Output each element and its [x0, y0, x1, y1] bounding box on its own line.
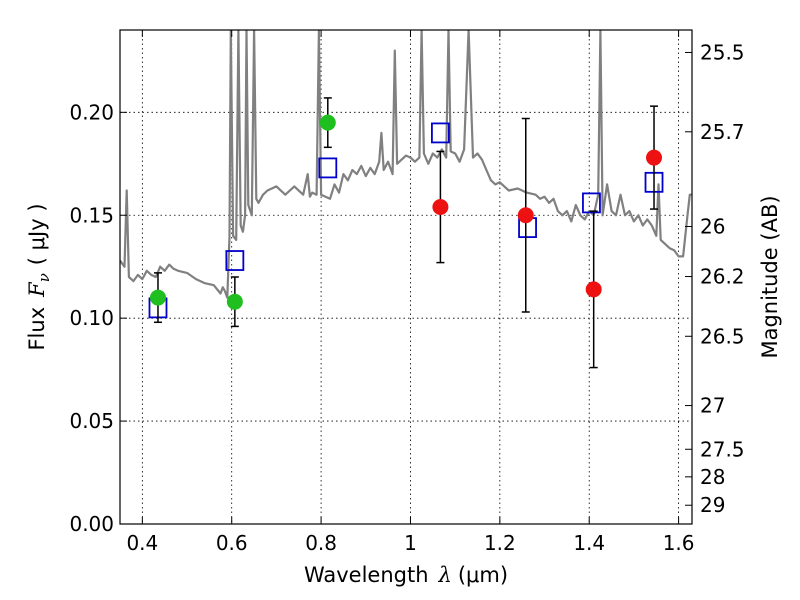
y2-tick-label: 29: [700, 493, 725, 517]
y-tick-label: 0.00: [69, 512, 114, 536]
x-tick-label: 1.6: [663, 531, 695, 555]
plot-area: [120, 30, 692, 299]
y2-axis-label: Magnitude (AB): [758, 195, 782, 358]
red-point-marker: [432, 199, 449, 216]
plot-background: [120, 30, 692, 524]
green-point-marker: [319, 114, 336, 131]
y2-tick-label: 26.2: [700, 265, 745, 289]
data-markers: [148, 97, 664, 369]
y-tick-label: 0.20: [69, 100, 114, 124]
model-square-marker: [582, 192, 601, 214]
y-axis-label: Flux Fν ( μJy ): [25, 203, 53, 350]
y2-tick-label: 25.5: [700, 40, 745, 64]
green-point-marker: [226, 293, 243, 310]
red-point-marker: [646, 149, 663, 166]
x-axis-ticks: 0.4 0.6 0.8 1 1.2 1.4 1.6: [126, 30, 695, 555]
green-point-marker: [149, 289, 166, 306]
x-tick-label: 1: [404, 531, 417, 555]
model-square-marker: [318, 157, 338, 179]
y2-tick-label: 26: [700, 214, 725, 238]
x-tick-label: 0.4: [126, 531, 158, 555]
y2-axis-ticks: 25.5 25.7 26 26.2 26.5 27 27.5 28 29: [685, 40, 745, 517]
x-axis-label: Wavelength λ (μm): [304, 563, 508, 587]
y-tick-label: 0.15: [69, 203, 114, 227]
model-square-marker: [225, 250, 245, 271]
x-axis-label-symbol: λ: [438, 563, 452, 587]
model-square-marker: [431, 122, 450, 144]
y-tick-label: 0.10: [69, 306, 114, 330]
y2-tick-label: 25.7: [700, 120, 745, 144]
y-axis-label-unit: ( μJy ): [25, 203, 49, 265]
x-tick-label: 0.6: [216, 531, 248, 555]
y-tick-label: 0.05: [69, 409, 114, 433]
x-tick-label: 1.4: [573, 531, 605, 555]
red-point-marker: [585, 281, 602, 298]
y-axis-label-symbol: F: [25, 281, 49, 298]
y2-tick-label: 28: [700, 465, 725, 489]
model-spectrum-line: [120, 30, 692, 299]
x-tick-label: 1.2: [484, 531, 516, 555]
y-axis-ticks: 0.00 0.05 0.10 0.15 0.20: [69, 100, 127, 536]
x-axis-label-unit: (μm): [458, 563, 508, 587]
x-axis-label-text: Wavelength: [304, 563, 429, 587]
y-axis-label-text: Flux: [25, 307, 49, 351]
y-axis-label-subscript: ν: [35, 273, 53, 282]
red-point-marker: [517, 207, 534, 224]
y2-tick-label: 27: [700, 394, 725, 418]
y2-tick-label: 27.5: [700, 437, 745, 461]
y2-tick-label: 26.5: [700, 324, 745, 348]
x-tick-label: 0.8: [305, 531, 337, 555]
